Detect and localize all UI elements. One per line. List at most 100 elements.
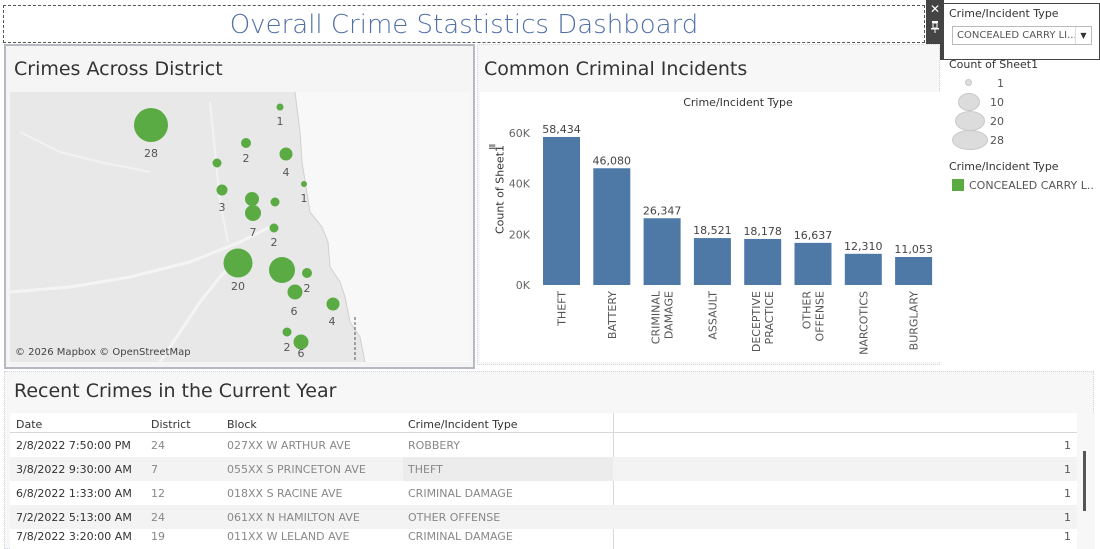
filter-selected-value: CONCEALED CARRY LI... (957, 30, 1077, 41)
map-bubble-district-e[interactable] (212, 158, 222, 168)
size-legend-label-20: 20 (990, 115, 1004, 128)
type-cell-highlight (403, 457, 613, 481)
cell-district: 7 (151, 463, 158, 476)
recent-crimes-title: Recent Crimes in the Current Year (14, 380, 337, 402)
category-label: THEFT (556, 291, 569, 327)
bar-value-label: 18,521 (693, 224, 732, 237)
map-bubble-district-j[interactable] (245, 205, 261, 221)
bar-value-label: 16,637 (794, 229, 833, 242)
size-legend-label-28: 28 (990, 134, 1004, 147)
category-label: OFFENSE (814, 291, 827, 341)
close-icon[interactable]: ✕ (929, 2, 941, 16)
bar-assault[interactable] (693, 238, 731, 285)
map-bubble-district-d[interactable] (279, 147, 293, 161)
column-header-date[interactable]: Date (16, 418, 43, 431)
color-legend-swatch[interactable] (952, 179, 964, 191)
table-row[interactable]: 7/8/2022 3:20:00 AM 19 011XX W LELAND AV… (10, 529, 1077, 549)
column-divider (613, 413, 614, 549)
table-row[interactable]: 3/8/2022 9:30:00 AM 7 055XX S PRINCETON … (10, 457, 1077, 481)
y-tick-label: 20K (509, 228, 531, 241)
category-label: ASSAULT (706, 291, 719, 340)
map-bubble-district-h[interactable] (245, 192, 259, 206)
cell-type: OTHER OFFENSE (408, 511, 501, 524)
map-label: 4 (329, 315, 336, 328)
cell-block: 061XX N HAMILTON AVE (227, 511, 360, 524)
size-legend-label-10: 10 (990, 96, 1004, 109)
map-bubble-district-p[interactable] (326, 297, 340, 311)
table-row[interactable]: 6/8/2022 1:33:00 AM 12 018XX S RACINE AV… (10, 481, 1077, 505)
table-scrollbar-track[interactable] (1077, 413, 1095, 549)
column-header-type[interactable]: Crime/Incident Type (408, 418, 518, 431)
cell-count: 1 (1064, 439, 1071, 452)
district-map[interactable] (10, 92, 470, 362)
cell-type: ROBBERY (408, 439, 461, 452)
bar-battery[interactable] (593, 168, 631, 285)
map-bubble-district-b[interactable] (134, 108, 168, 142)
map-bubble-district-k[interactable] (269, 223, 279, 233)
map-label: 1 (301, 192, 308, 205)
bar-chart-svg: 0K 20K 40K 60K 58,434 THEFT 46,080 BATTERY 26,34… (488, 123, 933, 355)
filter-title: Crime/Incident Type (949, 7, 1059, 20)
map-attribution[interactable]: © 2026 Mapbox © OpenStreetMap (15, 347, 191, 358)
map-label: 7 (250, 226, 257, 239)
size-legend-label-1: 1 (997, 77, 1004, 90)
bar-value-label: 26,347 (643, 204, 682, 217)
dashboard-title-box: Overall Crime Stastistics Dashboard (3, 5, 925, 43)
cell-count: 1 (1064, 511, 1071, 524)
cell-date: 7/8/2022 3:20:00 AM (16, 530, 132, 543)
map-bubble-district-r[interactable] (293, 334, 309, 350)
map-bubble-district-n[interactable] (302, 268, 312, 278)
bar-deceptive-practice[interactable] (744, 238, 782, 285)
crime-type-filter-dropdown[interactable]: CONCEALED CARRY LI... ▼ (952, 26, 1092, 45)
category-label: DECEPTIVE (750, 291, 763, 352)
y-tick-label: 60K (509, 127, 531, 140)
map-bubble-district-i[interactable] (270, 197, 280, 207)
map-bubbles-layer: 1 28 2 4 1 3 7 2 20 2 6 4 2 6 (134, 103, 340, 360)
map-label: 28 (144, 147, 158, 160)
bar-chart-column-header: Crime/Incident Type (683, 96, 793, 109)
map-bubble-district-f[interactable] (301, 181, 307, 187)
category-label: BATTERY (606, 291, 619, 339)
map-label: 2 (271, 236, 278, 249)
cell-type: CRIMINAL DAMAGE (408, 487, 513, 500)
pin-icon[interactable] (926, 20, 944, 38)
map-bubble-district-l[interactable] (223, 248, 253, 278)
bar-burglary[interactable] (895, 256, 933, 285)
map-bubble-district-m[interactable] (269, 257, 295, 283)
color-legend-label[interactable]: CONCEALED CARRY L.. (969, 179, 1094, 192)
cell-count: 1 (1064, 530, 1071, 543)
sort-icon[interactable]: ≡ (488, 142, 496, 153)
size-legend-bubble-10 (958, 93, 980, 111)
map-bubble-district-c[interactable] (241, 138, 251, 148)
category-label: NARCOTICS (857, 291, 870, 355)
cell-block: 018XX S RACINE AVE (227, 487, 343, 500)
column-header-district[interactable]: District (151, 418, 191, 431)
table-row[interactable]: 7/2/2022 5:13:00 AM 24 061XX N HAMILTON … (10, 505, 1077, 529)
bar-value-label: 18,178 (743, 225, 782, 238)
size-legend-bubble-28 (952, 130, 988, 150)
filter-panel (944, 3, 1100, 60)
map-bubble-district-a[interactable] (276, 103, 284, 111)
map-bubble-district-g[interactable] (216, 184, 228, 196)
category-label: PRACTICE (763, 291, 776, 344)
chevron-down-icon[interactable]: ▼ (1075, 27, 1091, 44)
table-scrollbar-thumb[interactable] (1083, 451, 1086, 511)
map-label: 6 (298, 347, 305, 360)
map-bubble-district-o[interactable] (287, 284, 303, 300)
map-label: 2 (243, 152, 250, 165)
bar-theft[interactable] (543, 136, 580, 285)
map-label: 2 (304, 282, 311, 295)
cell-district: 12 (151, 487, 165, 500)
bar-narcotics[interactable] (844, 253, 882, 285)
column-header-block[interactable]: Block (227, 418, 257, 431)
bar-chart-title: Common Criminal Incidents (484, 58, 748, 80)
table-row[interactable]: 2/8/2022 7:50:00 PM 24 027XX W ARTHUR AV… (10, 433, 1077, 457)
bar-value-label: 58,434 (542, 123, 581, 136)
bar-other-offense[interactable] (794, 242, 832, 285)
map-label: 20 (231, 280, 245, 293)
size-legend-title: Count of Sheet1 (949, 58, 1039, 71)
map-bubble-district-q[interactable] (282, 327, 292, 337)
bar-criminal-damage[interactable] (643, 218, 681, 285)
size-legend-bubble-1 (965, 79, 972, 86)
map-label: 4 (283, 166, 290, 179)
